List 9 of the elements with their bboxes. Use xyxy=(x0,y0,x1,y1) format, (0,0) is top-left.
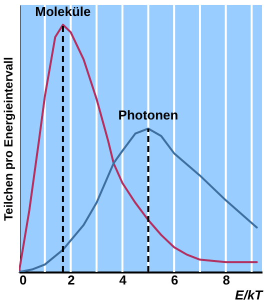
x-tick-label: 2 xyxy=(68,272,75,288)
x-tick-label: 8 xyxy=(222,272,230,288)
y-axis-title: Teilchen pro Energieintervall xyxy=(2,57,16,221)
x-tick-label: 6 xyxy=(170,272,178,288)
series-label: Photonen xyxy=(118,108,178,123)
x-tick-label: 0 xyxy=(20,272,27,288)
series-label: Moleküle xyxy=(35,4,91,19)
x-axis-title: E/kT xyxy=(235,288,264,302)
x-tick-label: 4 xyxy=(119,272,128,288)
